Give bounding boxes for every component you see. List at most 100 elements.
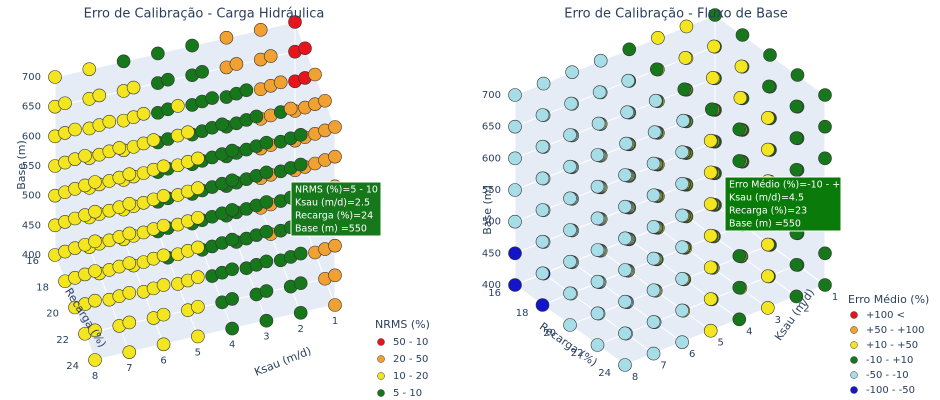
tooltip-box (290, 181, 382, 237)
data-point (564, 96, 578, 111)
data-point (92, 88, 107, 103)
data-point (675, 145, 689, 159)
data-point (181, 125, 195, 139)
data-point (535, 139, 550, 154)
data-point (703, 260, 718, 275)
data-point (328, 238, 342, 253)
x-tick-label: 6 (160, 355, 166, 366)
data-point (283, 101, 298, 116)
data-point (156, 278, 171, 292)
z-tick-label: 500 (482, 217, 501, 228)
data-point (675, 208, 689, 223)
data-point (191, 181, 205, 195)
data-point (789, 99, 804, 114)
data-point (620, 105, 634, 119)
data-point (78, 148, 92, 163)
data-point (646, 220, 661, 234)
data-point (618, 326, 632, 341)
data-point (288, 15, 302, 29)
data-point (88, 204, 102, 219)
data-point (618, 263, 632, 277)
chart-1: 400 450 500 550 600 650 700 16 18 20 22 24 1 2 3 4 5 6 7 8 E… (15, 7, 430, 400)
data-point (82, 62, 97, 76)
data-point (648, 93, 663, 108)
z-axis-title: Base (m) (481, 185, 494, 235)
z-tick-label: 450 (22, 220, 41, 231)
data-point (249, 109, 264, 124)
chart-title: Erro de Calibração - Fluxo de Base (564, 7, 787, 22)
legend-label: +100 < (866, 310, 905, 321)
legend-marker (850, 326, 858, 334)
data-point (136, 106, 151, 121)
legend-marker (850, 341, 858, 349)
data-point (592, 85, 607, 99)
tooltip-line: Base (m) =550 (295, 224, 367, 235)
x-tick-label: 7 (126, 363, 132, 374)
data-point (508, 214, 522, 229)
data-point (618, 168, 632, 182)
data-point (328, 298, 342, 312)
data-point (536, 76, 551, 91)
data-point (156, 189, 171, 203)
data-point (703, 165, 718, 180)
z-tick-label: 500 (22, 191, 41, 202)
data-point (563, 128, 577, 142)
data-point (156, 337, 171, 352)
y-tick-label: 18 (516, 308, 529, 319)
tooltip-line: Erro Médio (%)=-10 - +10 (729, 180, 852, 191)
data-point (703, 133, 718, 148)
data-point (122, 256, 137, 270)
data-point (122, 345, 137, 359)
data-point (298, 41, 312, 56)
tooltip-line: Recarga (%)=24 (295, 211, 373, 222)
data-point (156, 159, 171, 174)
x-tick-label: 4 (229, 340, 235, 351)
data-point (535, 108, 550, 122)
data-point (675, 303, 689, 318)
data-point (88, 293, 102, 308)
legend-label: 10 - 20 (393, 371, 428, 382)
data-point (293, 157, 308, 172)
data-point (763, 48, 777, 62)
data-point (761, 142, 775, 157)
y-tick-label: 24 (66, 361, 79, 372)
z-tick-label: 400 (22, 250, 41, 261)
data-point (146, 133, 161, 147)
data-point (122, 226, 137, 241)
legend-title: NRMS (%) (375, 318, 430, 331)
tooltip-line: NRMS (%)=5 - 10 (295, 185, 378, 196)
x-tick-label: 7 (660, 361, 666, 372)
data-point (259, 135, 274, 150)
data-point (508, 246, 522, 261)
data-point (679, 19, 694, 34)
data-point (328, 149, 342, 164)
data-point (225, 143, 239, 158)
legend-label: -50 - -10 (866, 370, 909, 381)
data-point (618, 358, 632, 372)
data-point (708, 8, 722, 22)
data-point (191, 329, 205, 344)
data-point (215, 117, 229, 132)
data-point (508, 151, 522, 166)
tooltip-line: Ksau (m/d)=2.5 (295, 198, 370, 209)
data-point (535, 298, 550, 312)
legend-marker (850, 386, 858, 394)
data-point (762, 79, 776, 94)
x-axis-title: Ksau (m/d) (252, 344, 313, 379)
data-point (259, 284, 274, 298)
data-point (703, 197, 718, 211)
data-point (563, 191, 577, 206)
data-point (328, 268, 342, 283)
z-tick-label: 550 (22, 161, 41, 172)
z-tick-label: 650 (22, 102, 41, 113)
legend-marker (377, 372, 385, 380)
x-tick-label: 1 (332, 316, 338, 327)
z-tick-label: 700 (22, 72, 41, 83)
x-tick-label: 3 (263, 332, 269, 343)
data-point (735, 28, 750, 42)
data-point (293, 306, 308, 320)
data-point (563, 254, 577, 269)
data-point (253, 23, 268, 37)
data-point (126, 80, 141, 95)
data-point (191, 299, 205, 314)
